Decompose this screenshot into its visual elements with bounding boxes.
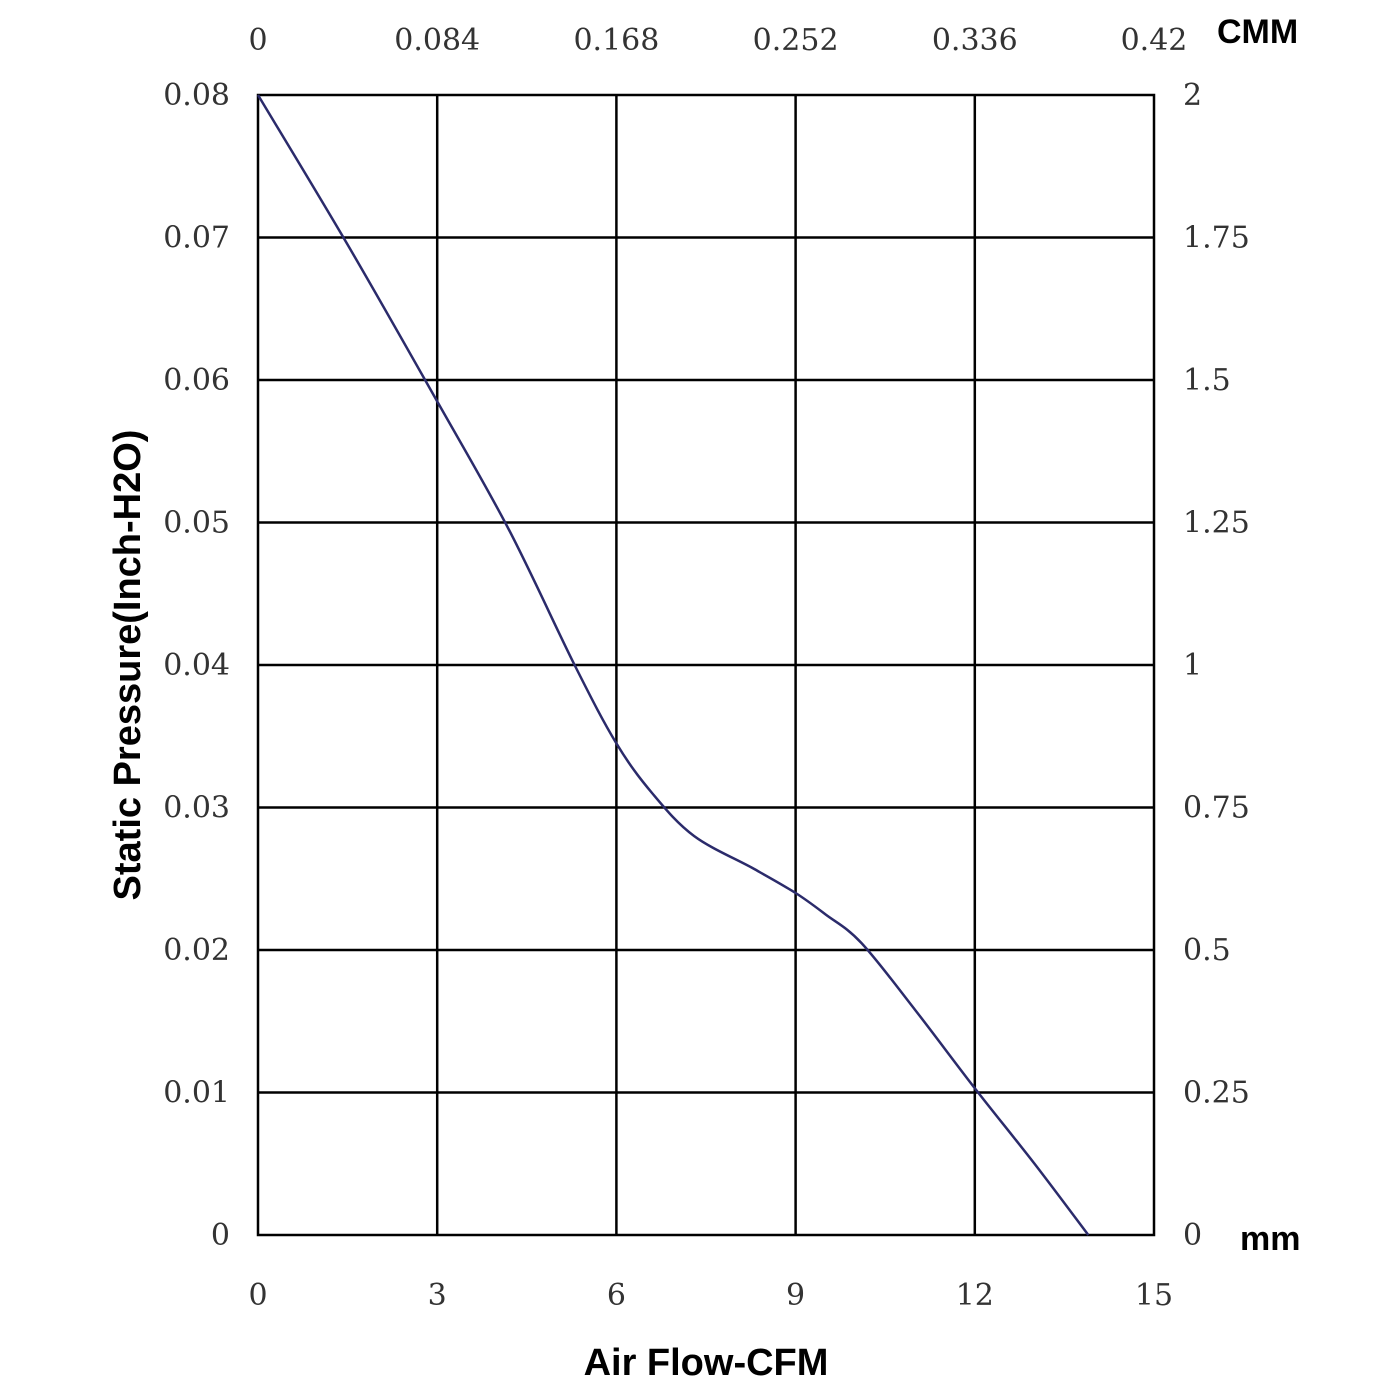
right-tick-label: 1: [1183, 648, 1202, 683]
right-tick-label: 2: [1183, 78, 1202, 113]
x-tick-label: 0: [248, 1278, 267, 1313]
y-tick-label: 0.04: [163, 648, 230, 683]
y-axis-title: Static Pressure(Inch-H2O): [107, 430, 149, 901]
right-tick-label: 1.75: [1183, 221, 1250, 256]
y-tick-label: 0.06: [163, 363, 230, 398]
plot-frame: [256, 93, 1156, 1237]
x-tick-label: 3: [428, 1278, 447, 1313]
top-tick-label: 0.168: [573, 23, 659, 58]
pressure-curve: [256, 94, 1090, 1236]
right-tick-label: 1.25: [1183, 506, 1250, 541]
y-tick-label: 0.01: [163, 1076, 230, 1111]
y-tick-label: 0.08: [163, 78, 230, 113]
top-axis-unit: CMM: [1217, 13, 1298, 51]
y-tick-label: 0: [211, 1218, 230, 1253]
right-axis-unit: mm: [1240, 1220, 1300, 1258]
top-tick-label: 0: [248, 23, 267, 58]
top-tick-label: 0.336: [932, 23, 1018, 58]
x-tick-label: 6: [607, 1278, 626, 1313]
right-tick-label: 1.5: [1183, 363, 1231, 398]
x-tick-label: 15: [1135, 1278, 1173, 1313]
x-tick-label: 12: [956, 1278, 994, 1313]
y-tick-label: 0.02: [163, 933, 230, 968]
right-tick-label: 0: [1183, 1218, 1202, 1253]
top-tick-label: 0.252: [753, 23, 839, 58]
right-tick-label: 0.5: [1183, 933, 1231, 968]
right-tick-label: 0.75: [1183, 791, 1250, 826]
y-tick-label: 0.07: [163, 221, 230, 256]
x-axis-title: Air Flow-CFM: [584, 1342, 829, 1384]
top-tick-label: 0.084: [394, 23, 480, 58]
x-tick-label: 9: [786, 1278, 805, 1313]
y-tick-label: 0.03: [163, 791, 230, 826]
top-tick-label: 0.42: [1121, 23, 1188, 58]
y-tick-label: 0.05: [163, 506, 230, 541]
grid: [258, 95, 1154, 1235]
right-tick-label: 0.25: [1183, 1076, 1250, 1111]
